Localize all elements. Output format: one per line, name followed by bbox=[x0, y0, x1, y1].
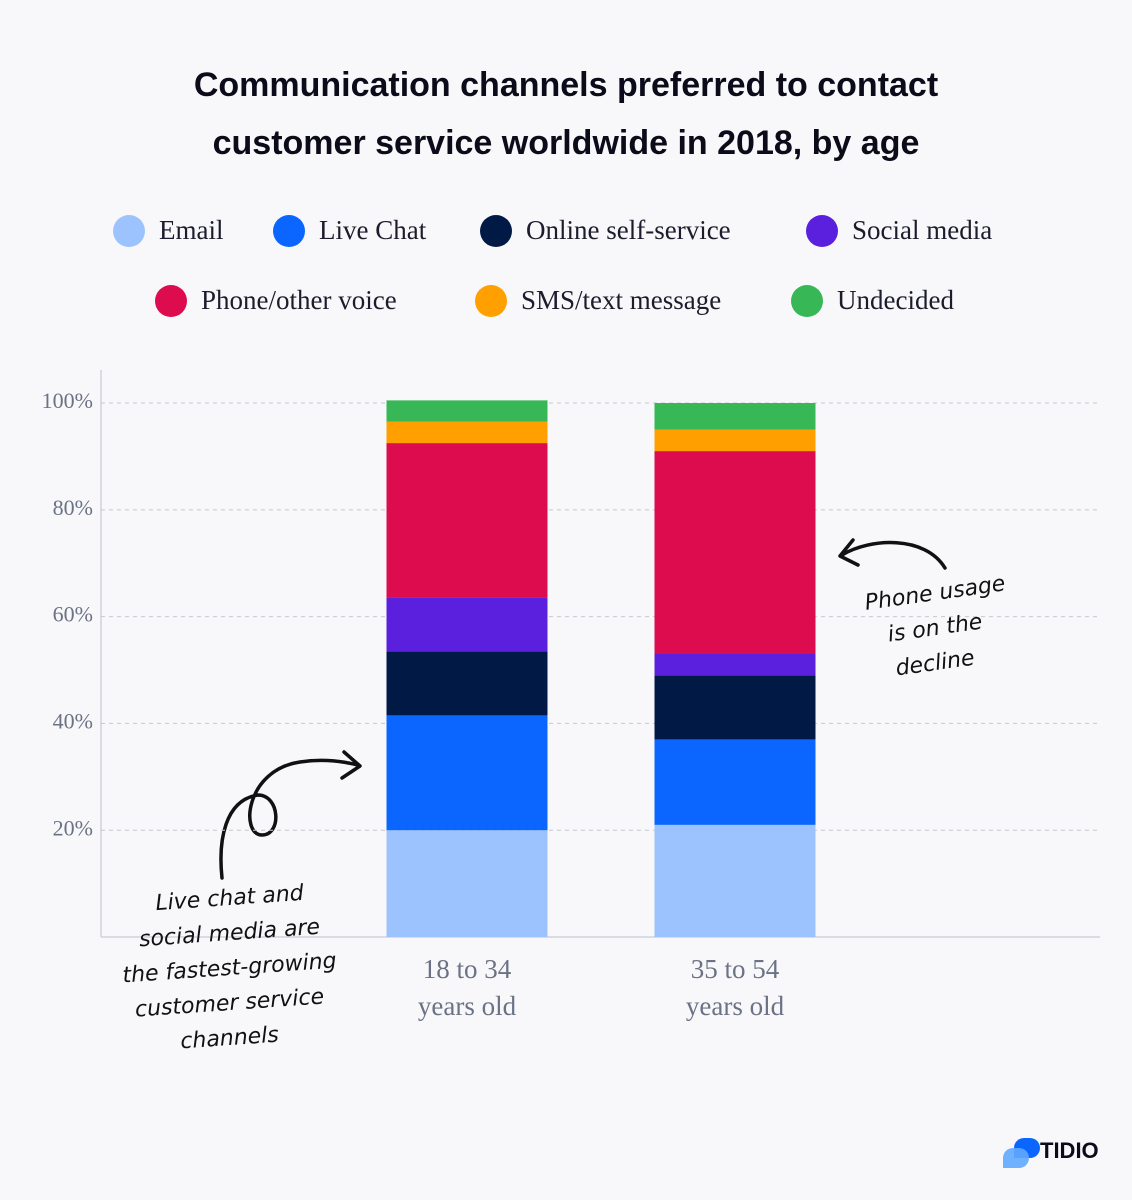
y-tick-label: 40% bbox=[53, 708, 93, 733]
annotation: social media are bbox=[138, 915, 321, 953]
arrow bbox=[219, 758, 360, 880]
y-tick-label: 100% bbox=[42, 388, 93, 413]
bar-segment bbox=[386, 421, 548, 444]
legend-label: Phone/other voice bbox=[201, 285, 397, 315]
annotation: channels bbox=[180, 1023, 280, 1055]
y-tick-label: 80% bbox=[53, 495, 93, 520]
bar-segment bbox=[386, 830, 548, 937]
y-tick-label: 20% bbox=[53, 815, 93, 840]
y-tick-label: 60% bbox=[53, 602, 93, 627]
bar-segment bbox=[654, 451, 816, 654]
bar-segment bbox=[386, 715, 548, 831]
arrow bbox=[840, 540, 947, 570]
arrow-head bbox=[340, 750, 362, 780]
annotation: customer service bbox=[134, 984, 325, 1022]
legend-label: Online self-service bbox=[526, 215, 731, 245]
legend-label: Social media bbox=[852, 215, 992, 245]
bar-segment bbox=[386, 400, 548, 422]
legend-swatch bbox=[155, 285, 187, 317]
legend-swatch bbox=[273, 215, 305, 247]
legend-label: Email bbox=[159, 215, 223, 245]
legend-label: Undecided bbox=[837, 285, 954, 315]
bar-segment bbox=[386, 597, 548, 652]
legend-swatch bbox=[480, 215, 512, 247]
annotation: decline bbox=[894, 646, 976, 682]
bar-segment bbox=[386, 443, 548, 598]
logo-icon bbox=[1003, 1148, 1029, 1168]
bar-segment bbox=[654, 824, 816, 937]
legend-label: Live Chat bbox=[319, 215, 427, 245]
annotation: the fastest-growing bbox=[122, 949, 338, 989]
arrow-head bbox=[838, 538, 860, 567]
bar-segment bbox=[654, 675, 816, 740]
annotation: is on the bbox=[886, 610, 984, 648]
annotation: Live chat and bbox=[155, 881, 306, 916]
legend-swatch bbox=[791, 285, 823, 317]
x-tick-label: 35 to 54 years old bbox=[685, 954, 785, 1021]
logo: TIDIO bbox=[1040, 1138, 1099, 1163]
legend-swatch bbox=[475, 285, 507, 317]
bar-segment bbox=[654, 403, 816, 430]
x-tick-label: 18 to 34 years old bbox=[417, 954, 517, 1021]
bar-segment bbox=[654, 739, 816, 825]
bar-segment bbox=[386, 651, 548, 716]
annotation: Phone usage bbox=[863, 571, 1007, 615]
legend-swatch bbox=[113, 215, 145, 247]
legend-label: SMS/text message bbox=[521, 285, 721, 315]
chart-title: Communication channels preferred to cont… bbox=[193, 66, 939, 162]
bar-segment bbox=[654, 654, 816, 676]
legend-swatch bbox=[806, 215, 838, 247]
bar-segment bbox=[654, 429, 816, 452]
